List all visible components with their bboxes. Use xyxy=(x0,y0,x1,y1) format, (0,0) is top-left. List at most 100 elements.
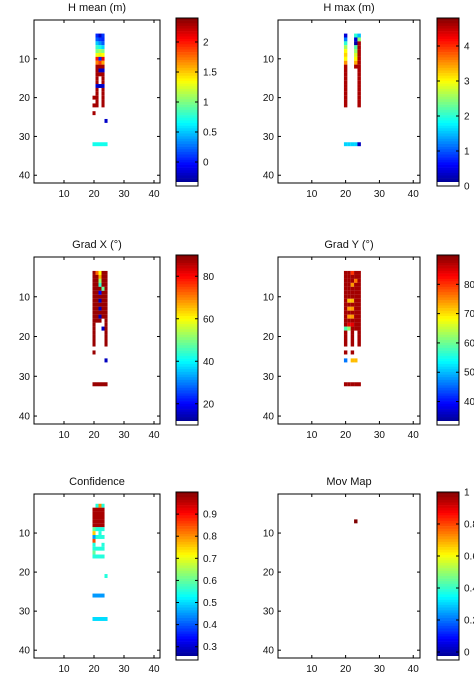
heatmap-cell xyxy=(357,99,361,104)
heatmap-cell xyxy=(95,56,99,61)
colorbar-swatch xyxy=(176,286,198,290)
colorbar-swatch xyxy=(176,144,198,147)
colorbar-swatch xyxy=(437,326,459,330)
heatmap-cell xyxy=(357,310,361,315)
colorbar-swatch xyxy=(176,25,198,29)
heatmap-cell xyxy=(95,310,99,315)
heatmap-cell xyxy=(354,142,358,147)
colorbar-swatch xyxy=(437,620,459,624)
heatmap-cell xyxy=(354,37,358,42)
colorbar-swatch xyxy=(176,393,198,397)
heatmap-cell xyxy=(357,274,361,279)
colorbar-swatch xyxy=(437,576,459,579)
heatmap-cell xyxy=(98,314,102,319)
heatmap-cell xyxy=(95,617,99,621)
heatmap-cell xyxy=(95,76,99,81)
colorbar-swatch xyxy=(437,300,459,304)
heatmap-cell xyxy=(354,286,358,291)
heatmap-cell xyxy=(357,64,361,69)
heatmap-cell xyxy=(357,314,361,319)
heatmap-cell xyxy=(357,52,361,57)
colorbar-swatch xyxy=(176,20,198,24)
heatmap-cell xyxy=(95,306,99,311)
colorbar-swatch xyxy=(176,332,198,335)
colorbar-swatch xyxy=(176,284,198,288)
heatmap-cell xyxy=(98,503,102,508)
colorbar-swatch xyxy=(437,499,459,503)
colorbar-swatch xyxy=(437,94,459,98)
colorbar-swatch xyxy=(176,633,198,637)
colorbar-swatch xyxy=(437,340,459,343)
colorbar-swatch xyxy=(437,586,459,590)
colorbar-swatch xyxy=(176,120,198,124)
heatmap-cell xyxy=(95,593,99,598)
colorbar-swatch xyxy=(437,313,459,317)
plot-area xyxy=(278,494,420,658)
chart-title: Grad X (°) xyxy=(72,239,122,251)
y-tick-label: 30 xyxy=(263,372,275,383)
colorbar-swatch xyxy=(176,646,198,650)
colorbar-swatch xyxy=(437,257,459,261)
colorbar-tick-label: 4 xyxy=(464,42,470,53)
heatmap-cell xyxy=(98,286,102,291)
heatmap-cell xyxy=(98,41,102,46)
y-tick-label: 40 xyxy=(263,171,275,182)
chart-title: H max (m) xyxy=(323,2,374,14)
colorbar-swatch xyxy=(437,337,459,341)
colorbar-swatch xyxy=(437,112,459,116)
colorbar-swatch xyxy=(176,334,198,338)
x-tick-label: 10 xyxy=(58,430,70,441)
heatmap-cell xyxy=(104,358,108,363)
colorbar-swatch xyxy=(176,316,198,320)
heatmap-cell xyxy=(92,546,96,551)
colorbar-swatch xyxy=(437,578,459,582)
heatmap-cell xyxy=(101,298,105,303)
colorbar-swatch xyxy=(437,41,459,45)
colorbar-swatch xyxy=(437,417,459,420)
colorbar-swatch xyxy=(176,342,198,346)
heatmap-cell xyxy=(101,87,105,92)
heatmap-cell xyxy=(92,593,96,598)
colorbar-swatch xyxy=(176,406,198,410)
colorbar-swatch xyxy=(437,539,459,543)
colorbar-swatch xyxy=(176,547,198,551)
colorbar-swatch xyxy=(437,308,459,312)
heatmap-cell xyxy=(101,60,105,65)
colorbar-swatch xyxy=(437,560,459,564)
x-tick-label: 30 xyxy=(374,430,386,441)
heatmap-cell xyxy=(343,84,348,88)
heatmap-cell xyxy=(357,95,361,100)
y-tick-label: 10 xyxy=(263,292,275,303)
colorbar-swatch xyxy=(437,492,459,495)
heatmap-cell xyxy=(350,298,355,303)
heatmap-cell xyxy=(347,286,351,291)
colorbar-swatch xyxy=(437,646,459,650)
heatmap-cell xyxy=(101,286,105,291)
x-tick-label: 10 xyxy=(306,189,318,200)
colorbar-swatch xyxy=(176,255,198,258)
heatmap-panel-2: H max (m) 10 20 30 40 10 20 30 40 0 1 2 3 4 xyxy=(263,2,470,200)
heatmap-cell xyxy=(95,49,99,54)
heatmap-cell xyxy=(98,531,102,536)
colorbar-swatch xyxy=(176,355,198,359)
colorbar-swatch xyxy=(437,334,459,338)
colorbar-swatch xyxy=(437,589,459,593)
colorbar-tick-label: 2 xyxy=(464,112,470,123)
chart-title: Mov Map xyxy=(326,476,371,488)
colorbar-swatch xyxy=(437,329,459,333)
heatmap-cell xyxy=(350,310,355,315)
heatmap-cell xyxy=(101,72,105,77)
colorbar-swatch xyxy=(176,369,198,373)
colorbar-swatch xyxy=(437,497,459,501)
colorbar-swatch xyxy=(176,414,198,418)
heatmap-cell xyxy=(343,294,348,299)
colorbar-swatch xyxy=(176,318,198,322)
heatmap-cell xyxy=(92,310,96,315)
colorbar-swatch xyxy=(176,570,198,574)
colorbar-swatch xyxy=(437,292,459,296)
heatmap-cell xyxy=(350,322,355,327)
heatmap-cell xyxy=(95,290,99,295)
heatmap-cell xyxy=(350,270,355,275)
heatmap-cell xyxy=(95,278,99,283)
heatmap-cell xyxy=(104,310,108,315)
